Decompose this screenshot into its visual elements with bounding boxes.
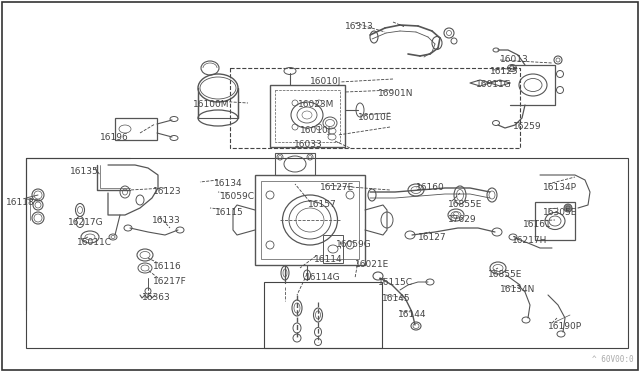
Text: 16118: 16118 [6, 198, 35, 207]
Bar [261, 181, 359, 259]
Bar [323, 235, 343, 263]
Text: 16196: 16196 [100, 133, 129, 142]
Text: 16114G: 16114G [305, 273, 340, 282]
Text: 16023M: 16023M [298, 100, 334, 109]
Text: 16123: 16123 [153, 187, 182, 196]
Text: 16305E: 16305E [543, 208, 577, 217]
Text: 16134P: 16134P [543, 183, 577, 192]
Text: 16190P: 16190P [548, 322, 582, 331]
Text: 16033: 16033 [294, 140, 323, 149]
Text: 16217F: 16217F [153, 277, 187, 286]
Text: 16011C: 16011C [77, 238, 112, 247]
Text: 16115: 16115 [215, 208, 244, 217]
Text: 16059G: 16059G [336, 240, 372, 249]
Text: 16259: 16259 [513, 122, 541, 131]
Text: 16313: 16313 [345, 22, 374, 31]
Text: 16855E: 16855E [448, 200, 483, 209]
Text: ^ 60V00:0: ^ 60V00:0 [593, 355, 634, 364]
Text: 16010E: 16010E [358, 113, 392, 122]
Text: 16134N: 16134N [500, 285, 536, 294]
Bar [230, 68, 520, 148]
Text: 16133: 16133 [152, 216, 180, 225]
Bar [26, 158, 628, 348]
Bar [535, 202, 575, 240]
Text: 16010J: 16010J [310, 77, 341, 86]
Text: 16021E: 16021E [355, 260, 389, 269]
Text: 16114: 16114 [314, 255, 342, 264]
Bar [115, 118, 157, 140]
Text: 16160: 16160 [416, 183, 445, 192]
Text: 16217H: 16217H [512, 236, 547, 245]
Bar [275, 153, 315, 175]
Text: 16144: 16144 [398, 310, 426, 319]
Circle shape [564, 204, 572, 212]
Text: 16145: 16145 [382, 294, 411, 303]
Bar [264, 282, 382, 348]
Bar [275, 90, 340, 142]
Text: 16013: 16013 [500, 55, 529, 64]
Text: 17629: 17629 [448, 215, 477, 224]
Text: 16855E: 16855E [488, 270, 522, 279]
Text: 16127E: 16127E [320, 183, 355, 192]
Bar [255, 175, 365, 265]
Bar [270, 85, 345, 147]
Text: 16134: 16134 [214, 179, 243, 188]
Text: 16157: 16157 [308, 200, 337, 209]
Text: 16116: 16116 [153, 262, 182, 271]
Text: 16010J: 16010J [300, 126, 332, 135]
Text: 16127: 16127 [418, 233, 447, 242]
Text: 16100M: 16100M [193, 100, 230, 109]
Text: 16363: 16363 [142, 293, 171, 302]
Text: 16161: 16161 [523, 220, 552, 229]
Text: 16115C: 16115C [378, 278, 413, 287]
Text: 16125: 16125 [490, 67, 518, 76]
Text: 16217G: 16217G [68, 218, 104, 227]
Text: 16059C: 16059C [220, 192, 255, 201]
Text: 16011G: 16011G [476, 80, 512, 89]
Text: 16901N: 16901N [378, 89, 413, 98]
Text: 16135: 16135 [70, 167, 99, 176]
